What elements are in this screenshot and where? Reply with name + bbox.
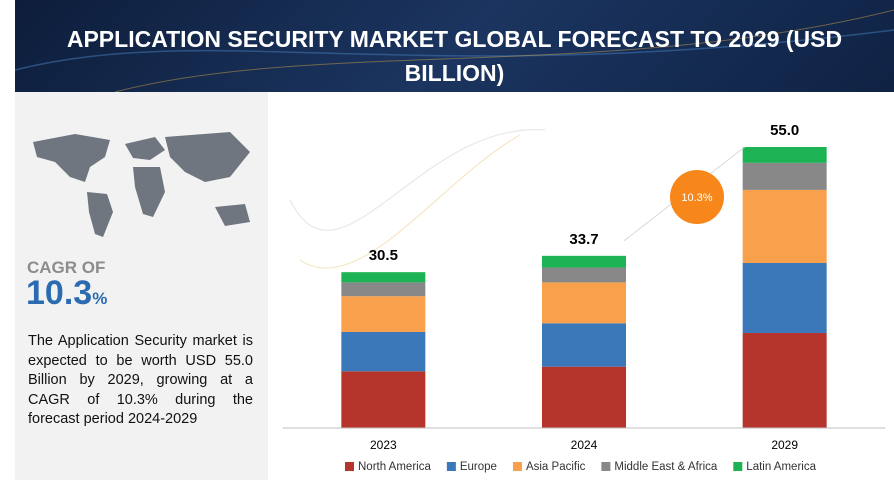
legend-swatch [446,462,456,471]
header-decoration [15,9,894,92]
legend-label: Latin America [746,461,816,473]
bar-segment [341,371,426,428]
bar-segment [742,189,827,263]
legend-label: Europe [460,461,497,473]
bar-segment [341,331,426,372]
cagr-value: 10.3% [26,274,107,313]
title: APPLICATION SECURITY MARKET GLOBAL FOREC… [66,26,843,86]
cagr-bubble [670,170,724,224]
x-tick-label: 2024 [571,438,598,452]
bar-segment [542,323,626,367]
legend-label: Middle East & Africa [614,461,718,473]
total-label: 30.5 [369,247,398,264]
total-label: 33.7 [569,231,598,248]
legend-swatch [512,462,522,471]
bar-segment [742,147,827,163]
legend-swatch [733,462,743,471]
cagr-annotation: 10.3% [681,192,712,204]
legend-swatch [345,462,354,471]
bar-segment [542,366,626,428]
total-label: 55.0 [770,122,799,139]
bar-segment [742,162,827,190]
bar-segment [341,272,426,283]
bar-segment [341,282,426,297]
bar-segment [542,267,626,283]
bar-segment [742,262,827,333]
sidebar [15,92,268,480]
bar-segment [341,296,426,332]
legend-swatch [601,462,611,471]
description: The Application Security market is expec… [28,333,253,427]
legend-label: Asia Pacific [526,461,586,473]
bar-segment [742,332,827,428]
cagr-number: 10.3 [26,274,93,312]
bar-segment [542,282,626,324]
world-map [33,132,250,237]
x-tick-label: 2029 [771,438,798,452]
header: APPLICATION SECURITY MARKET GLOBAL FOREC… [15,0,894,92]
legend-label: North America [358,461,431,473]
bar-segment [542,255,626,268]
decoration [289,129,546,231]
cagr-unit: % [92,289,108,308]
decoration [299,134,521,269]
cagr-label: CAGR OF [27,258,106,277]
x-tick-label: 2023 [370,438,397,452]
